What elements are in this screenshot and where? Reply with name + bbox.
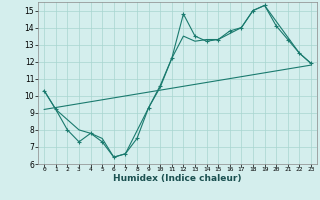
- X-axis label: Humidex (Indice chaleur): Humidex (Indice chaleur): [113, 174, 242, 183]
